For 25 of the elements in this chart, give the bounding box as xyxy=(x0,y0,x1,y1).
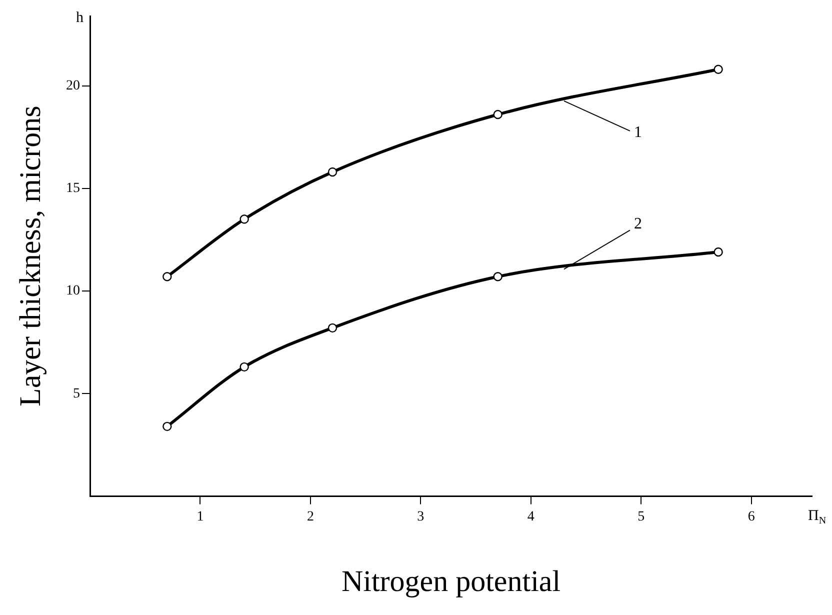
x-tick-label: 4 xyxy=(527,509,534,524)
text: 1 xyxy=(634,124,642,142)
point xyxy=(162,272,172,282)
series-label: 2 xyxy=(634,215,642,232)
y-tick-label: 15 xyxy=(66,181,80,196)
point xyxy=(328,323,338,333)
y-tick-label: 10 xyxy=(66,284,80,299)
point xyxy=(240,214,249,224)
point xyxy=(493,110,502,120)
x-tick-label: 3 xyxy=(417,509,424,524)
point xyxy=(493,272,502,282)
x-axis-title: Nitrogen potential xyxy=(341,564,561,598)
text: h xyxy=(76,10,84,26)
x-tick-label: 1 xyxy=(196,509,204,524)
point xyxy=(162,422,172,432)
y-tick-label: 20 xyxy=(66,78,80,94)
y-tick-label: 5 xyxy=(73,386,80,402)
y-axis-title: Layer thickness, microns xyxy=(14,106,47,406)
point xyxy=(714,247,723,257)
point xyxy=(328,167,338,177)
x-tick-label: 6 xyxy=(748,509,755,524)
point xyxy=(714,64,723,74)
point xyxy=(240,362,249,372)
x-tick-label: 5 xyxy=(638,509,645,524)
x-tick-label: 2 xyxy=(306,509,314,524)
